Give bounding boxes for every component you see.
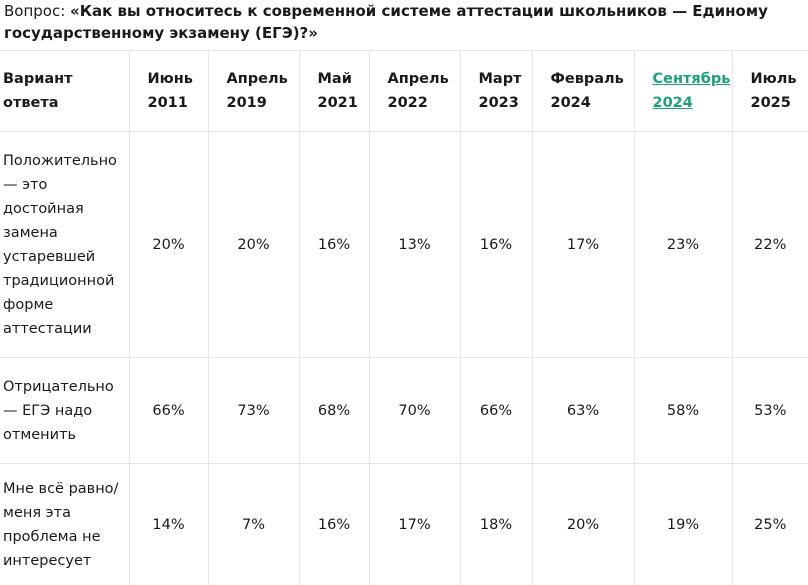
value-cell: 20% xyxy=(208,132,299,358)
value-cell: 18% xyxy=(460,464,532,585)
answer-cell: Мне всё равно/меня эта проблема не интер… xyxy=(0,464,129,585)
value-cell: 22% xyxy=(732,132,808,358)
question-label: Вопрос: xyxy=(4,2,70,20)
table-header-row: Вариант ответа Июнь 2011 Апрель 2019 Май… xyxy=(0,51,808,132)
value-cell: 16% xyxy=(299,464,369,585)
table-row: Отрицательно — ЕГЭ надо отменить 66% 73%… xyxy=(0,358,808,464)
value-cell: 66% xyxy=(460,358,532,464)
header-period: Июль 2025 xyxy=(732,51,808,132)
header-period: Апрель 2019 xyxy=(208,51,299,132)
value-cell: 16% xyxy=(460,132,532,358)
header-period: Май 2021 xyxy=(299,51,369,132)
value-cell: 25% xyxy=(732,464,808,585)
table-row: Положительно — это достойная замена уста… xyxy=(0,132,808,358)
value-cell: 17% xyxy=(369,464,460,585)
answer-cell: Отрицательно — ЕГЭ надо отменить xyxy=(0,358,129,464)
survey-results-table: Вариант ответа Июнь 2011 Апрель 2019 Май… xyxy=(0,50,808,585)
header-answer: Вариант ответа xyxy=(0,51,129,132)
value-cell: 66% xyxy=(129,358,208,464)
value-cell: 16% xyxy=(299,132,369,358)
value-cell: 14% xyxy=(129,464,208,585)
value-cell: 68% xyxy=(299,358,369,464)
value-cell: 19% xyxy=(634,464,732,585)
value-cell: 20% xyxy=(532,464,634,585)
value-cell: 58% xyxy=(634,358,732,464)
value-cell: 73% xyxy=(208,358,299,464)
question-caption: Вопрос: «Как вы относитесь к современной… xyxy=(4,0,804,44)
header-period: Июнь 2011 xyxy=(129,51,208,132)
value-cell: 20% xyxy=(129,132,208,358)
header-period-link[interactable]: Сентябрь 2024 xyxy=(634,51,732,132)
header-period: Март 2023 xyxy=(460,51,532,132)
header-period: Февраль 2024 xyxy=(532,51,634,132)
value-cell: 23% xyxy=(634,132,732,358)
header-period: Апрель 2022 xyxy=(369,51,460,132)
value-cell: 70% xyxy=(369,358,460,464)
question-text: «Как вы относитесь к современной системе… xyxy=(4,2,768,42)
value-cell: 63% xyxy=(532,358,634,464)
value-cell: 13% xyxy=(369,132,460,358)
table-row: Мне всё равно/меня эта проблема не интер… xyxy=(0,464,808,585)
value-cell: 17% xyxy=(532,132,634,358)
value-cell: 7% xyxy=(208,464,299,585)
period-link[interactable]: Сентябрь 2024 xyxy=(653,71,731,111)
value-cell: 53% xyxy=(732,358,808,464)
answer-cell: Положительно — это достойная замена уста… xyxy=(0,132,129,358)
